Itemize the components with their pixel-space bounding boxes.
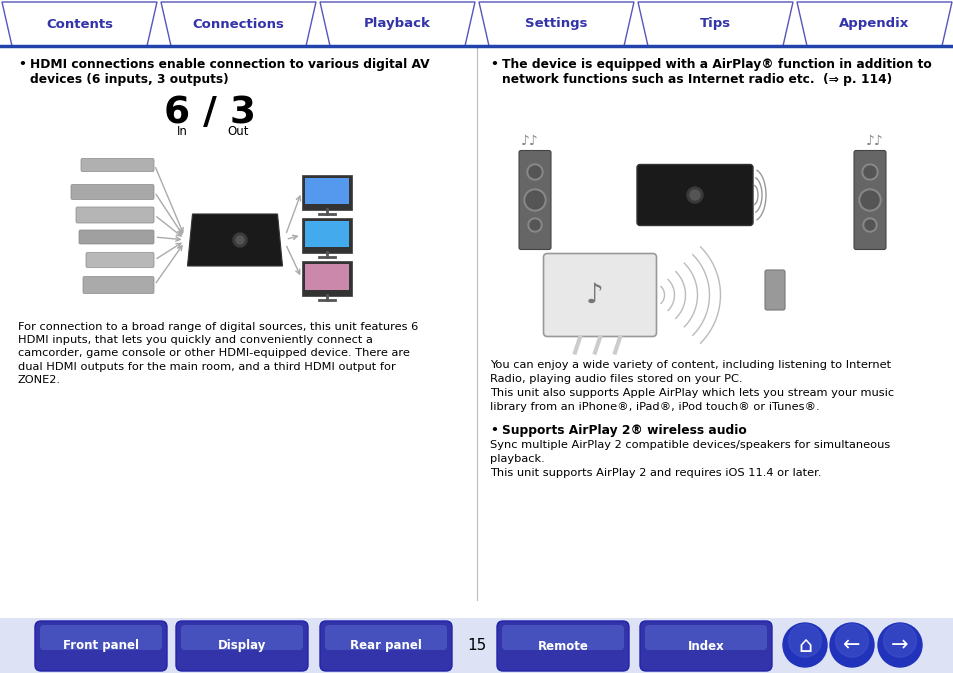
Circle shape	[686, 187, 702, 203]
Circle shape	[877, 623, 921, 667]
Text: This unit supports AirPlay 2 and requires iOS 11.4 or later.: This unit supports AirPlay 2 and require…	[490, 468, 821, 478]
Circle shape	[235, 236, 244, 244]
Text: Settings: Settings	[525, 17, 587, 30]
Text: Out: Out	[227, 125, 249, 138]
FancyBboxPatch shape	[181, 625, 303, 650]
Circle shape	[829, 623, 873, 667]
FancyBboxPatch shape	[83, 277, 153, 293]
Text: Index: Index	[687, 639, 723, 653]
Circle shape	[689, 190, 700, 200]
FancyBboxPatch shape	[302, 260, 352, 295]
Text: HDMI connections enable connection to various digital AV
devices (6 inputs, 3 ou: HDMI connections enable connection to va…	[30, 58, 429, 86]
Text: ♪♪: ♪♪	[520, 133, 538, 147]
Circle shape	[863, 166, 875, 178]
Text: ←: ←	[842, 635, 860, 655]
Text: Contents: Contents	[46, 17, 112, 30]
Text: Playback: Playback	[364, 17, 431, 30]
FancyBboxPatch shape	[853, 151, 885, 250]
Text: ♪♪: ♪♪	[865, 133, 882, 147]
Circle shape	[862, 218, 876, 232]
FancyBboxPatch shape	[305, 178, 349, 203]
Text: Remote: Remote	[537, 639, 588, 653]
Text: Rear panel: Rear panel	[350, 639, 421, 653]
Circle shape	[527, 218, 541, 232]
Polygon shape	[796, 2, 951, 46]
Circle shape	[526, 164, 542, 180]
FancyBboxPatch shape	[302, 174, 352, 209]
FancyBboxPatch shape	[543, 254, 656, 336]
Polygon shape	[188, 214, 282, 266]
FancyBboxPatch shape	[319, 621, 452, 671]
Polygon shape	[638, 2, 792, 46]
Polygon shape	[478, 2, 634, 46]
FancyBboxPatch shape	[501, 625, 623, 650]
FancyBboxPatch shape	[764, 270, 784, 310]
Circle shape	[233, 233, 247, 247]
Text: 6 / 3: 6 / 3	[164, 95, 255, 131]
FancyBboxPatch shape	[79, 230, 153, 244]
Circle shape	[861, 191, 878, 209]
Text: •: •	[490, 424, 497, 437]
Circle shape	[523, 189, 545, 211]
Polygon shape	[161, 2, 315, 46]
Circle shape	[529, 166, 540, 178]
Text: Radio, playing audio files stored on your PC.: Radio, playing audio files stored on you…	[490, 374, 741, 384]
FancyBboxPatch shape	[86, 252, 153, 267]
FancyBboxPatch shape	[305, 221, 349, 246]
Text: Appendix: Appendix	[839, 17, 908, 30]
Text: playback.: playback.	[490, 454, 544, 464]
Circle shape	[782, 623, 826, 667]
FancyBboxPatch shape	[40, 625, 162, 650]
Text: You can enjoy a wide variety of content, including listening to Internet: You can enjoy a wide variety of content,…	[490, 360, 890, 370]
FancyBboxPatch shape	[497, 621, 628, 671]
Text: library from an iPhone®, iPad®, iPod touch® or iTunes®.: library from an iPhone®, iPad®, iPod tou…	[490, 402, 819, 412]
Text: ♪: ♪	[585, 281, 603, 309]
FancyBboxPatch shape	[71, 184, 153, 199]
Circle shape	[862, 164, 877, 180]
Text: •: •	[490, 58, 497, 71]
Text: This unit also supports Apple AirPlay which lets you stream your music: This unit also supports Apple AirPlay wh…	[490, 388, 893, 398]
Circle shape	[530, 220, 539, 230]
Text: Tips: Tips	[700, 17, 730, 30]
FancyBboxPatch shape	[518, 151, 551, 250]
FancyBboxPatch shape	[637, 164, 752, 225]
FancyBboxPatch shape	[302, 217, 352, 252]
Circle shape	[864, 220, 874, 230]
FancyBboxPatch shape	[325, 625, 447, 650]
FancyBboxPatch shape	[81, 159, 153, 172]
Circle shape	[858, 189, 880, 211]
Text: →: →	[890, 635, 908, 655]
Circle shape	[788, 624, 821, 657]
FancyBboxPatch shape	[35, 621, 167, 671]
Text: The device is equipped with a AirPlay® function in addition to
network functions: The device is equipped with a AirPlay® f…	[501, 58, 931, 86]
Circle shape	[882, 624, 916, 657]
Text: 15: 15	[467, 639, 486, 653]
Text: Sync multiple AirPlay 2 compatible devices/speakers for simultaneous: Sync multiple AirPlay 2 compatible devic…	[490, 440, 889, 450]
Text: For connection to a broad range of digital sources, this unit features 6
HDMI in: For connection to a broad range of digit…	[18, 322, 417, 385]
Text: Display: Display	[217, 639, 266, 653]
FancyBboxPatch shape	[639, 621, 771, 671]
FancyBboxPatch shape	[76, 207, 153, 223]
Polygon shape	[2, 2, 157, 46]
Circle shape	[525, 191, 543, 209]
Polygon shape	[319, 2, 475, 46]
Text: Connections: Connections	[193, 17, 284, 30]
Text: ⌂: ⌂	[797, 636, 811, 656]
FancyBboxPatch shape	[0, 618, 953, 673]
Text: Front panel: Front panel	[63, 639, 139, 653]
Circle shape	[835, 624, 867, 657]
Text: Supports AirPlay 2® wireless audio: Supports AirPlay 2® wireless audio	[501, 424, 746, 437]
FancyBboxPatch shape	[644, 625, 766, 650]
FancyBboxPatch shape	[175, 621, 308, 671]
FancyBboxPatch shape	[305, 264, 349, 289]
Text: In: In	[176, 125, 187, 138]
Text: •: •	[18, 58, 26, 71]
